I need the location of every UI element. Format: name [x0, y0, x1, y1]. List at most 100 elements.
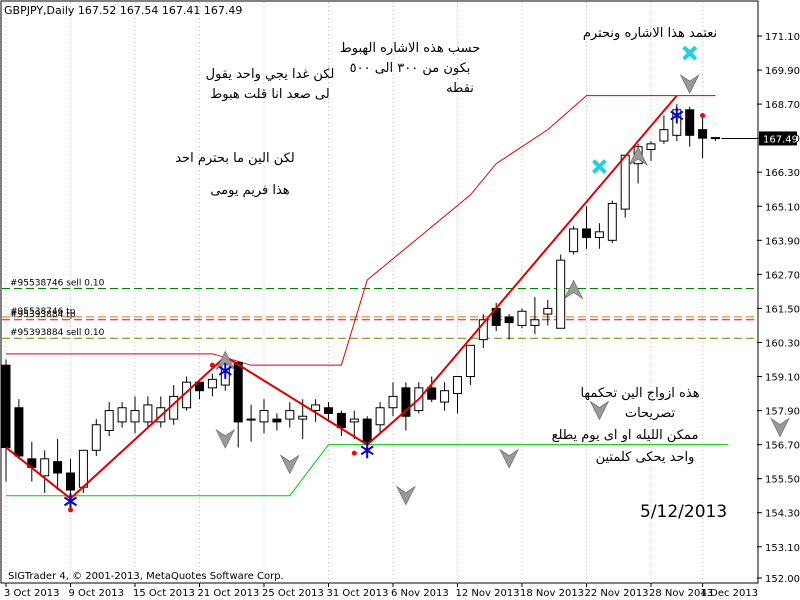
candle-body: [1, 364, 11, 448]
candle-body: [543, 307, 553, 315]
y-tick-label: 152.00: [765, 574, 800, 585]
x-tick-label: 25 Oct 2013: [262, 588, 324, 599]
plot-frame: [0, 0, 759, 584]
order-label: #95393884 tp: [10, 310, 76, 320]
candle-body: [130, 410, 140, 423]
y-tick-label: 162.70: [765, 270, 800, 281]
red-dot-marker: [700, 112, 706, 118]
candle-body: [349, 418, 359, 423]
candle-body: [298, 415, 308, 420]
candle-body: [207, 378, 217, 389]
y-tick-label: 166.30: [765, 168, 800, 179]
x-tick-label: 31 Oct 2013: [327, 588, 389, 599]
annotation-2: لكن الين ما بحترم احد: [175, 151, 295, 166]
candle-body: [440, 390, 450, 403]
candle-body: [465, 344, 475, 378]
x-axis: 3 Oct 2013 9 Oct 2013 15 Oct 2013 21 Oct 20…: [4, 583, 758, 599]
markers: [63, 45, 790, 513]
arrow-down-marker: [499, 448, 520, 469]
annotation-4-line2: بكون من ٣٠٠ الى ٥٠٠: [349, 61, 471, 76]
order-label: #95538746 tp: [10, 307, 76, 317]
candle-body: [698, 129, 708, 139]
candle-body: [91, 424, 101, 451]
candle-body: [375, 407, 385, 426]
candle-body: [453, 376, 462, 395]
candle-body: [388, 395, 398, 409]
y-axis: 171.10169.90168.70167.50166.30165.10163.…: [721, 32, 800, 585]
upper-band-line: [6, 95, 716, 366]
blue-star-marker: [670, 107, 684, 124]
y-tick-label: 168.70: [765, 100, 800, 111]
y-tick-label: 153.10: [765, 543, 800, 554]
candle-body: [607, 202, 617, 241]
annotation-1-line1: لكن غدا يجي واحد يقول: [205, 67, 335, 82]
candle-body: [659, 129, 669, 142]
candle-body: [362, 418, 372, 443]
candle-body: [143, 404, 153, 423]
candle-body: [324, 407, 333, 414]
x-tick-label: 3 Oct 2013: [4, 588, 59, 599]
candle-body: [66, 472, 75, 491]
candle-body: [582, 228, 591, 238]
annotation-4-line3: نقطه: [446, 81, 474, 96]
trend-path: [5, 94, 678, 500]
candle-body: [246, 418, 256, 421]
candle-body: [478, 319, 488, 341]
price-tag-label: 167.49: [763, 134, 798, 145]
arrow-down-marker: [395, 485, 416, 506]
x-tick-label: 21 Oct 2013: [198, 588, 260, 599]
y-tick-label: 154.30: [765, 509, 800, 520]
candle-body: [685, 109, 695, 136]
arrow-up-marker: [563, 279, 584, 300]
annotation-6-line1: هذه ازواج الين تحكمها: [580, 386, 700, 401]
candle-body: [53, 461, 63, 474]
y-tick-label: 171.10: [765, 32, 800, 43]
candle-body: [104, 410, 114, 431]
candle-body: [517, 310, 527, 326]
annotation-1-line2: لى صعد انا قلت هبوط: [210, 87, 330, 102]
annotation-3: هذا فريم يومى: [210, 183, 290, 198]
candle-body: [117, 407, 127, 423]
arrow-down-marker: [279, 454, 300, 475]
x-tick-label: 15 Oct 2013: [133, 588, 195, 599]
candle-body: [711, 137, 720, 140]
y-tick-label: 156.70: [765, 441, 800, 452]
y-tick-label: 165.10: [765, 202, 800, 213]
date-annotation: 5/12/2013: [640, 502, 728, 522]
y-tick-label: 157.90: [765, 407, 800, 418]
candle-body: [530, 319, 540, 326]
annotation-5: نعتمد هذا الاشاره ونحترم: [582, 26, 718, 41]
x-tick-label: 9 Oct 2013: [69, 588, 124, 599]
candle-body: [336, 412, 346, 429]
candle-body: [594, 231, 604, 238]
arrow-down-marker: [589, 400, 610, 421]
x-tick-label: 22 Nov 2013: [585, 588, 649, 599]
arrow-up-marker: [628, 146, 649, 167]
annotation-6-line3: ممكن الليله او اى يوم يطلع: [551, 428, 699, 443]
candle-body: [427, 387, 437, 400]
candle-body: [14, 407, 24, 457]
red-dot-marker: [209, 362, 215, 368]
lower-band-line: [6, 444, 729, 497]
x-tick-label: 12 Nov 2013: [456, 588, 520, 599]
candle-body: [259, 410, 269, 423]
annotation-4-line1: حسب هذه الاشاره الهبوط: [339, 41, 481, 56]
x-tick-label: 4 Dec 2013: [701, 588, 759, 599]
candle-body: [620, 154, 630, 210]
order-lines: #95538746 sell 0.10#95538746 tp#95393884…: [2, 279, 757, 339]
red-dot-marker: [68, 507, 73, 513]
y-tick-label: 159.10: [765, 373, 800, 384]
candle-body: [646, 143, 656, 151]
y-tick-label: 169.90: [765, 66, 800, 77]
candle-body: [569, 228, 579, 253]
candle-body: [233, 361, 243, 423]
annotation-6-line2: تصريحات: [624, 406, 676, 421]
y-tick-label: 155.50: [765, 475, 800, 486]
price-tag: [759, 131, 797, 146]
red-dot-marker: [351, 450, 357, 456]
copyright-text: SIGTrader 4, © 2001-2013, MetaQuotes Sof…: [8, 571, 284, 582]
candle-body: [401, 387, 411, 417]
cyan-x-marker: [682, 45, 698, 61]
